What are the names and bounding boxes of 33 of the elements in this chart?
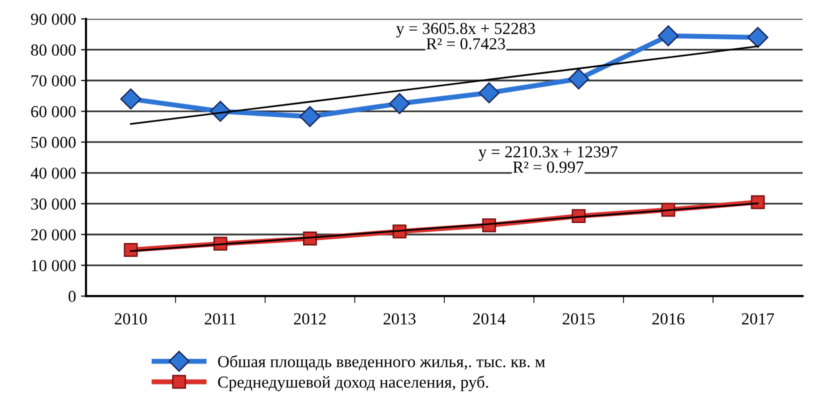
x-tick-label: 2014 [473,313,506,324]
point [389,93,410,114]
point [120,88,142,110]
y-tick-label: 50 000 [31,136,76,148]
y-tick-label: 0 [68,290,76,302]
point [658,25,679,46]
y-tick-label: 70 000 [32,75,76,86]
point [750,195,765,210]
x-tick-label: 2010 [114,313,147,324]
y-tick-label: 20 000 [31,229,76,240]
y-tick-label: 10 000 [32,260,76,272]
annotation: y = 3605.8x + 52283 [396,22,535,38]
y-tick-label: 60 000 [31,106,76,118]
y-tick-label: 90 000 [30,14,76,25]
point [124,242,138,257]
annotation: R² = 0.7423 [426,38,505,50]
x-tick-label: 2012 [294,313,326,324]
x-tick-label: 2015 [562,313,595,324]
point [747,26,768,48]
annotation: y = 2210.3x + 12397 [478,146,618,161]
x-tick-label: 2013 [384,313,416,324]
annotation: R² = 0.997 [513,162,584,173]
point [478,82,500,104]
x-tick-label: 2011 [204,313,236,324]
x-tick-label: 2017 [742,313,774,324]
legend-label: Среднедушевой доход населения, руб. [218,376,488,392]
point [568,68,590,90]
x-tick-label: 2016 [652,313,684,324]
y-tick-label: 80 000 [31,44,76,56]
y-tick-label: 30 000 [31,198,76,210]
y-tick-label: 40 000 [30,168,76,179]
legend-label: Обшая площадь введенного жилья,. тыс. кв. м [218,355,546,371]
point [299,106,320,128]
